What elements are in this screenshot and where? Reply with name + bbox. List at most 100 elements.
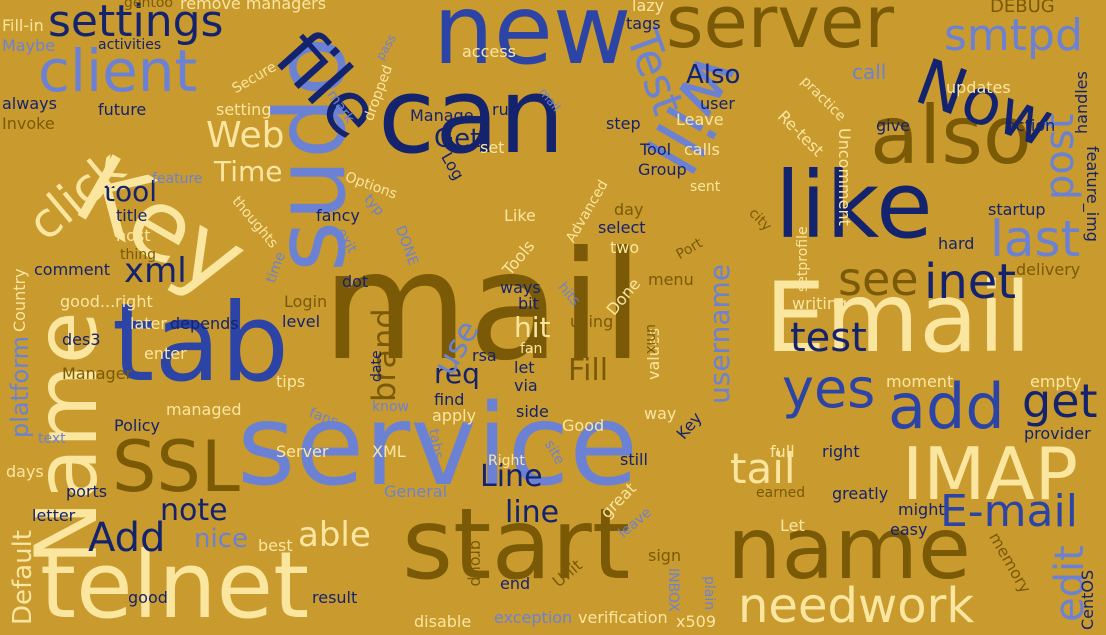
word-debug: DEBUG — [990, 0, 1055, 17]
word-right: right — [822, 442, 860, 461]
word-best: best — [258, 536, 293, 555]
word-date: date — [369, 350, 385, 382]
word-able: able — [298, 515, 371, 555]
word-way: way — [644, 404, 677, 423]
word-full: full — [770, 442, 795, 461]
word-test-lower: test — [790, 315, 867, 361]
word-memory: memory — [985, 529, 1036, 597]
word-select: select — [598, 218, 646, 237]
word-hard: hard — [938, 234, 975, 253]
word-port: Port — [673, 235, 706, 263]
word-day: day — [614, 200, 644, 219]
word-ports: ports — [66, 482, 108, 501]
word-tab: tab — [112, 281, 290, 406]
word-nice: nice — [194, 524, 248, 554]
word-manager: Manager — [62, 364, 133, 383]
word-start: start — [402, 488, 631, 602]
word-might: might — [898, 500, 945, 519]
word-centos: CentOS — [1078, 569, 1097, 630]
word-key-small: Key — [672, 408, 706, 443]
word-always: always — [2, 94, 57, 113]
word-using: using — [570, 312, 614, 331]
word-updates: updates — [946, 78, 1011, 97]
word-title: title — [116, 206, 148, 225]
word-still: still — [620, 450, 648, 469]
word-note: note — [160, 493, 228, 528]
word-city: city — [745, 205, 775, 235]
word-two: two — [610, 238, 640, 257]
word-inbox: INBOX — [665, 568, 681, 612]
word-access: access — [462, 42, 516, 61]
word-lazy: lazy — [632, 0, 665, 15]
word-handles: handles — [1072, 71, 1091, 134]
word-level: level — [282, 312, 321, 331]
word-tail: tail — [730, 444, 796, 493]
word-x509: x509 — [676, 612, 717, 631]
word-settings: settings — [48, 0, 224, 47]
word-text: text — [38, 431, 66, 447]
word-delivery: delivery — [1016, 260, 1081, 279]
word-set: set — [480, 138, 505, 157]
word-time: Time — [214, 155, 283, 188]
word-tags: tags — [626, 14, 661, 33]
word-invoke: Invoke — [2, 114, 55, 133]
word-rsa: rsa — [472, 346, 497, 365]
word-result: result — [312, 588, 358, 607]
word-greatly: greatly — [832, 484, 889, 503]
word-policy: Policy — [114, 416, 161, 435]
word-ssl: SSL — [112, 426, 240, 508]
word-email-dash: E-mail — [940, 486, 1078, 537]
word-tips: tips — [276, 372, 306, 391]
word-future: future — [98, 100, 147, 119]
word-via: via — [514, 376, 538, 395]
word-new: new — [433, 0, 632, 86]
word-feature-img: feature_img — [1083, 146, 1102, 242]
word-dot: dot — [342, 272, 369, 291]
word-add-cap: Add — [88, 515, 166, 561]
word-setting: setting — [216, 100, 272, 119]
word-can: can — [378, 55, 565, 177]
word-let: Let — [780, 516, 805, 535]
word-login: Login — [284, 292, 328, 311]
word-setprofile: setprofile — [795, 226, 811, 292]
word-user: user — [700, 94, 735, 113]
word-leave-cap: Leave — [676, 110, 724, 129]
word-calls: calls — [684, 140, 720, 159]
word-tool: tool — [104, 175, 158, 208]
word-plain: plain — [701, 576, 717, 611]
word-like: like — [775, 152, 933, 259]
word-fill: Fill — [568, 353, 609, 388]
word-general: General — [384, 482, 448, 501]
word-add: add — [888, 370, 1005, 443]
word-group: group — [467, 540, 486, 587]
word-web: Web — [206, 115, 285, 156]
word-comment: comment — [34, 260, 111, 279]
word-writing: writing — [792, 294, 848, 313]
word-practice: practice — [797, 73, 849, 125]
word-last: last — [990, 210, 1081, 268]
word-manage: Manage — [410, 106, 474, 125]
word-thing: thing — [120, 247, 157, 263]
word-find: find — [434, 390, 465, 409]
word-req: req — [434, 357, 480, 390]
word-feature: feature — [152, 171, 203, 187]
word-fill-in: Fill-in — [2, 16, 44, 35]
word-side: side — [516, 402, 549, 421]
word-step: step — [606, 114, 641, 133]
word-username: username — [703, 264, 736, 404]
word-also-cap: Also — [686, 60, 741, 90]
word-verification: verification — [578, 608, 668, 627]
word-fan: fan — [520, 341, 543, 357]
word-sent: sent — [690, 179, 721, 195]
word-provider: provider — [1024, 424, 1091, 443]
word-easy: easy — [890, 520, 928, 539]
word-line: Line — [480, 459, 543, 494]
word-letter: letter — [32, 506, 76, 525]
word-platform: platform — [6, 336, 34, 438]
word-gentoo: gentoo — [124, 0, 173, 11]
word-get-cap: Get — [434, 124, 481, 154]
word-smtpd: smtpd — [944, 10, 1083, 61]
word-name: name — [727, 499, 971, 599]
word-mail: mail — [322, 220, 644, 394]
